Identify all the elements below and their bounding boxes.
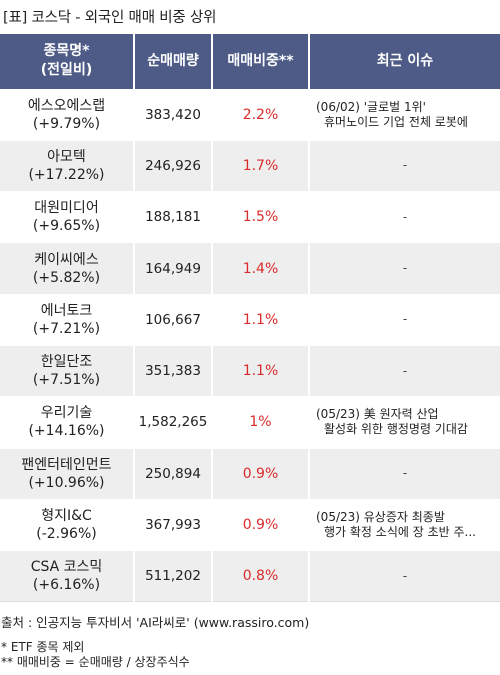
trade-ratio: 1.1% (211, 293, 309, 346)
net-volume: 164,949 (133, 242, 212, 295)
recent-issue: - (308, 139, 500, 192)
issue-line1: - (402, 261, 408, 276)
table-row: 아모텍 (+17.22%) 246,926 1.7% - (0, 139, 500, 192)
stock-change: (+7.51%) (32, 372, 101, 389)
stock-name: 한일단조 (40, 354, 93, 371)
trade-ratio: 1% (211, 396, 309, 449)
header-stock-name-line1: 종목명* (43, 43, 90, 60)
recent-issue: - (308, 344, 500, 397)
stock-change: (+7.21%) (32, 320, 101, 337)
stock-cell: 케이씨에스 (+5.82%) (0, 242, 134, 295)
issue-line2: 휴머노이드 기업 전체 로봇에 (324, 114, 468, 129)
table-row: 우리기술 (+14.16%) 1,582,265 1% (05/23) 美 원자력 산업… (0, 396, 500, 449)
header-stock-name: 종목명* (전일비) (0, 34, 134, 89)
net-volume: 1,582,265 (133, 396, 212, 449)
issue-line1: (06/02) '글로벌 1위' (316, 99, 426, 114)
stock-name: 케이씨에스 (34, 251, 99, 268)
stock-change: (+9.65%) (32, 218, 101, 235)
issue-line1: - (402, 209, 408, 224)
net-volume: 250,894 (133, 447, 212, 500)
issue-line1: - (402, 466, 408, 481)
table-header: 종목명* (전일비) 순매매량 매매비중** 최근 이슈 (0, 34, 500, 89)
recent-issue: - (308, 191, 500, 243)
net-volume: 511,202 (133, 550, 212, 602)
issue-line1: (05/23) 美 원자력 산업 (316, 407, 439, 422)
trade-ratio: 1.5% (211, 191, 309, 243)
stock-name: 대원미디어 (34, 200, 99, 217)
issue-line1: - (402, 312, 408, 327)
stock-change: (+6.16%) (32, 577, 101, 594)
issue-line1: - (402, 568, 408, 583)
issue-line1: (05/23) 유상증자 최종발 (316, 510, 445, 525)
net-volume: 351,383 (133, 344, 212, 397)
trade-ratio: 0.9% (211, 498, 309, 551)
trade-ratio: 0.9% (211, 447, 309, 500)
header-net-volume: 순매매량 (133, 34, 212, 89)
stock-name: 에스오에스랩 (27, 97, 106, 114)
stock-change: (+17.22%) (28, 166, 105, 183)
table-row: 대원미디어 (+9.65%) 188,181 1.5% - (0, 191, 500, 243)
trade-ratio: 1.4% (211, 242, 309, 295)
table-row: CSA 코스믹 (+6.16%) 511,202 0.8% - (0, 550, 500, 602)
stock-cell: 팬엔터테인먼트 (+10.96%) (0, 447, 134, 500)
table-row: 에스오에스랩 (+9.79%) 383,420 2.2% (06/02) '글로벌 1위… (0, 88, 500, 141)
net-volume: 383,420 (133, 88, 212, 141)
foreign-trading-table: 종목명* (전일비) 순매매량 매매비중** 최근 이슈 에스오에스랩 (+9.7… (0, 34, 500, 602)
stock-cell: 에스오에스랩 (+9.79%) (0, 88, 134, 141)
stock-change: (+5.82%) (32, 269, 101, 286)
stock-name: 형지I&C (41, 508, 92, 525)
stock-change: (+9.79%) (32, 115, 101, 132)
stock-cell: 아모텍 (+17.22%) (0, 139, 134, 192)
table-row: 형지I&C (-2.96%) 367,993 0.9% (05/23) 유상증자 최종발… (0, 498, 500, 551)
source-note: 출처 : 인공지능 투자비서 'AI라씨로' (www.rassiro.com) (1, 615, 310, 630)
stock-cell: 한일단조 (+7.51%) (0, 344, 134, 397)
stock-cell: CSA 코스믹 (+6.16%) (0, 550, 134, 602)
stock-cell: 우리기술 (+14.16%) (0, 396, 134, 449)
net-volume: 246,926 (133, 139, 212, 192)
stock-name: 아모텍 (47, 148, 86, 165)
table-row: 케이씨에스 (+5.82%) 164,949 1.4% - (0, 242, 500, 295)
issue-line1: - (402, 158, 408, 173)
table-row: 에너토크 (+7.21%) 106,667 1.1% - (0, 293, 500, 346)
stock-change: (-2.96%) (36, 526, 97, 543)
net-volume: 367,993 (133, 498, 212, 551)
recent-issue: (05/23) 美 원자력 산업 활성화 위한 행정명령 기대감 (308, 396, 500, 449)
recent-issue: - (308, 242, 500, 295)
stock-change: (+10.96%) (28, 474, 105, 491)
trade-ratio: 0.8% (211, 550, 309, 602)
stock-name: 우리기술 (40, 405, 93, 422)
issue-line2: 행가 확정 소식에 장 초반 주... (324, 525, 476, 540)
stock-name: CSA 코스믹 (30, 559, 103, 576)
trade-ratio: 1.1% (211, 344, 309, 397)
footnote-etf: * ETF 종목 제외 (1, 640, 85, 654)
trade-ratio: 2.2% (211, 88, 309, 141)
recent-issue: (05/23) 유상증자 최종발 행가 확정 소식에 장 초반 주... (308, 498, 500, 551)
header-recent-issue: 최근 이슈 (308, 34, 500, 89)
stock-change: (+14.16%) (28, 423, 105, 440)
recent-issue: - (308, 293, 500, 346)
recent-issue: - (308, 550, 500, 602)
recent-issue: - (308, 447, 500, 500)
net-volume: 106,667 (133, 293, 212, 346)
stock-cell: 에너토크 (+7.21%) (0, 293, 134, 346)
table-caption: [표] 코스닥 - 외국인 매매 비중 상위 (3, 10, 217, 26)
stock-name: 팬엔터테인먼트 (21, 456, 112, 473)
stock-cell: 형지I&C (-2.96%) (0, 498, 134, 551)
table-row: 한일단조 (+7.51%) 351,383 1.1% - (0, 344, 500, 397)
net-volume: 188,181 (133, 191, 212, 243)
trade-ratio: 1.7% (211, 139, 309, 192)
table-row: 팬엔터테인먼트 (+10.96%) 250,894 0.9% - (0, 447, 500, 500)
footnote-ratio: ** 매매비중 = 순매매량 / 상장주식수 (1, 655, 190, 669)
recent-issue: (06/02) '글로벌 1위' 휴머노이드 기업 전체 로봇에 (308, 88, 500, 141)
header-stock-name-line2: (전일비) (40, 62, 93, 79)
header-trade-ratio: 매매비중** (211, 34, 309, 89)
stock-name: 에너토크 (40, 302, 93, 319)
table-body: 에스오에스랩 (+9.79%) 383,420 2.2% (06/02) '글로벌 1위… (0, 88, 500, 602)
issue-line2: 활성화 위한 행정명령 기대감 (324, 422, 468, 437)
issue-line1: - (402, 363, 408, 378)
stock-cell: 대원미디어 (+9.65%) (0, 191, 134, 243)
header-row: 종목명* (전일비) 순매매량 매매비중** 최근 이슈 (0, 34, 500, 89)
